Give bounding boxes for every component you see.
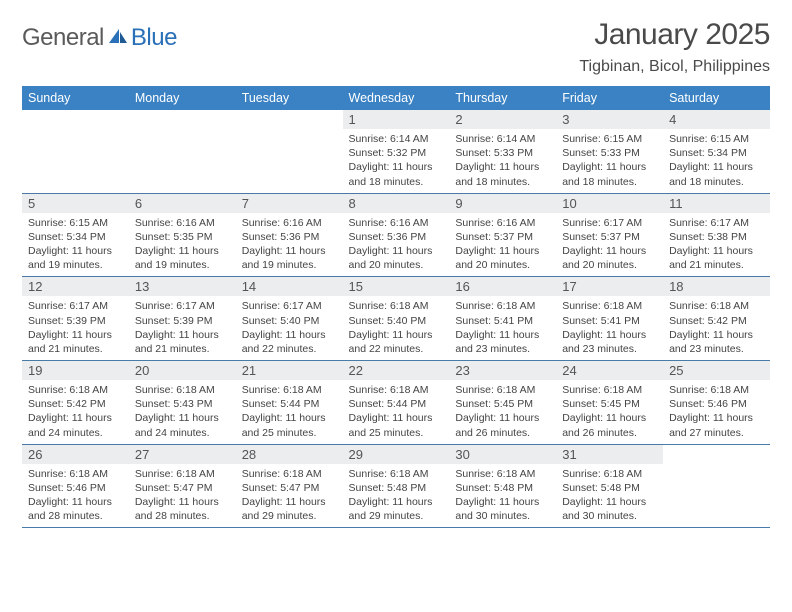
day-number-row: 567891011: [22, 193, 770, 213]
weekday-header: Monday: [129, 86, 236, 110]
weekday-header: Wednesday: [343, 86, 450, 110]
day-number-cell: 11: [663, 193, 770, 213]
day-content-cell: Sunrise: 6:18 AMSunset: 5:48 PMDaylight:…: [449, 464, 556, 528]
day-content-cell: Sunrise: 6:16 AMSunset: 5:37 PMDaylight:…: [449, 213, 556, 277]
day-number-cell: 18: [663, 277, 770, 297]
day-content-cell: Sunrise: 6:18 AMSunset: 5:45 PMDaylight:…: [556, 380, 663, 444]
day-content-cell: Sunrise: 6:18 AMSunset: 5:42 PMDaylight:…: [22, 380, 129, 444]
location-subtitle: Tigbinan, Bicol, Philippines: [579, 58, 770, 76]
day-number-cell: 20: [129, 361, 236, 381]
day-number-cell: 26: [22, 444, 129, 464]
day-content-cell: Sunrise: 6:14 AMSunset: 5:33 PMDaylight:…: [449, 129, 556, 193]
day-number-cell: [129, 110, 236, 129]
weekday-header: Thursday: [449, 86, 556, 110]
day-number-cell: 4: [663, 110, 770, 129]
weekday-header: Tuesday: [236, 86, 343, 110]
day-content-cell: Sunrise: 6:18 AMSunset: 5:41 PMDaylight:…: [449, 296, 556, 360]
day-content-cell: Sunrise: 6:18 AMSunset: 5:46 PMDaylight:…: [663, 380, 770, 444]
day-number-cell: 15: [343, 277, 450, 297]
day-content-cell: Sunrise: 6:18 AMSunset: 5:43 PMDaylight:…: [129, 380, 236, 444]
weekday-header: Saturday: [663, 86, 770, 110]
logo: General Blue: [22, 24, 177, 52]
day-number-row: 19202122232425: [22, 361, 770, 381]
day-content-cell: Sunrise: 6:18 AMSunset: 5:44 PMDaylight:…: [236, 380, 343, 444]
day-content-cell: Sunrise: 6:18 AMSunset: 5:42 PMDaylight:…: [663, 296, 770, 360]
day-number-cell: 25: [663, 361, 770, 381]
day-content-row: Sunrise: 6:17 AMSunset: 5:39 PMDaylight:…: [22, 296, 770, 360]
day-number-cell: 10: [556, 193, 663, 213]
day-number-cell: 30: [449, 444, 556, 464]
day-number-cell: 6: [129, 193, 236, 213]
day-number-cell: 8: [343, 193, 450, 213]
day-content-row: Sunrise: 6:18 AMSunset: 5:42 PMDaylight:…: [22, 380, 770, 444]
day-content-cell: [663, 464, 770, 528]
day-number-cell: 28: [236, 444, 343, 464]
day-number-cell: 24: [556, 361, 663, 381]
day-number-row: 1234: [22, 110, 770, 129]
day-content-row: Sunrise: 6:18 AMSunset: 5:46 PMDaylight:…: [22, 464, 770, 528]
day-content-cell: Sunrise: 6:18 AMSunset: 5:40 PMDaylight:…: [343, 296, 450, 360]
day-content-cell: Sunrise: 6:16 AMSunset: 5:36 PMDaylight:…: [343, 213, 450, 277]
title-block: January 2025 Tigbinan, Bicol, Philippine…: [579, 18, 770, 76]
day-number-row: 12131415161718: [22, 277, 770, 297]
day-content-cell: Sunrise: 6:17 AMSunset: 5:39 PMDaylight:…: [129, 296, 236, 360]
day-content-cell: [22, 129, 129, 193]
day-number-cell: 21: [236, 361, 343, 381]
day-content-cell: Sunrise: 6:18 AMSunset: 5:47 PMDaylight:…: [129, 464, 236, 528]
day-number-cell: 12: [22, 277, 129, 297]
day-content-cell: Sunrise: 6:18 AMSunset: 5:48 PMDaylight:…: [343, 464, 450, 528]
weekday-header: Sunday: [22, 86, 129, 110]
day-content-cell: Sunrise: 6:15 AMSunset: 5:33 PMDaylight:…: [556, 129, 663, 193]
day-content-cell: Sunrise: 6:17 AMSunset: 5:40 PMDaylight:…: [236, 296, 343, 360]
day-number-cell: 22: [343, 361, 450, 381]
day-number-cell: 27: [129, 444, 236, 464]
weekday-header-row: Sunday Monday Tuesday Wednesday Thursday…: [22, 86, 770, 110]
day-content-cell: Sunrise: 6:18 AMSunset: 5:45 PMDaylight:…: [449, 380, 556, 444]
day-number-cell: 23: [449, 361, 556, 381]
day-content-cell: Sunrise: 6:16 AMSunset: 5:35 PMDaylight:…: [129, 213, 236, 277]
calendar-table: Sunday Monday Tuesday Wednesday Thursday…: [22, 86, 770, 528]
day-content-row: Sunrise: 6:15 AMSunset: 5:34 PMDaylight:…: [22, 213, 770, 277]
day-content-cell: Sunrise: 6:15 AMSunset: 5:34 PMDaylight:…: [22, 213, 129, 277]
day-content-cell: Sunrise: 6:15 AMSunset: 5:34 PMDaylight:…: [663, 129, 770, 193]
day-number-cell: 7: [236, 193, 343, 213]
day-number-cell: 5: [22, 193, 129, 213]
day-content-cell: Sunrise: 6:17 AMSunset: 5:38 PMDaylight:…: [663, 213, 770, 277]
day-number-row: 262728293031: [22, 444, 770, 464]
day-content-cell: Sunrise: 6:14 AMSunset: 5:32 PMDaylight:…: [343, 129, 450, 193]
logo-text-general: General: [22, 24, 104, 52]
day-number-cell: 3: [556, 110, 663, 129]
day-number-cell: 1: [343, 110, 450, 129]
day-number-cell: [236, 110, 343, 129]
day-number-cell: 16: [449, 277, 556, 297]
day-content-cell: Sunrise: 6:18 AMSunset: 5:41 PMDaylight:…: [556, 296, 663, 360]
day-content-cell: Sunrise: 6:17 AMSunset: 5:39 PMDaylight:…: [22, 296, 129, 360]
day-content-cell: Sunrise: 6:18 AMSunset: 5:48 PMDaylight:…: [556, 464, 663, 528]
day-number-cell: 9: [449, 193, 556, 213]
weekday-header: Friday: [556, 86, 663, 110]
day-number-cell: 2: [449, 110, 556, 129]
day-number-cell: [22, 110, 129, 129]
page-title: January 2025: [579, 18, 770, 52]
day-content-cell: Sunrise: 6:18 AMSunset: 5:44 PMDaylight:…: [343, 380, 450, 444]
day-content-cell: Sunrise: 6:18 AMSunset: 5:47 PMDaylight:…: [236, 464, 343, 528]
day-content-cell: [129, 129, 236, 193]
day-content-cell: Sunrise: 6:18 AMSunset: 5:46 PMDaylight:…: [22, 464, 129, 528]
day-number-cell: 17: [556, 277, 663, 297]
day-number-cell: 13: [129, 277, 236, 297]
day-content-cell: Sunrise: 6:17 AMSunset: 5:37 PMDaylight:…: [556, 213, 663, 277]
day-content-cell: Sunrise: 6:16 AMSunset: 5:36 PMDaylight:…: [236, 213, 343, 277]
day-number-cell: [663, 444, 770, 464]
logo-sail-icon: [107, 27, 129, 45]
day-number-cell: 31: [556, 444, 663, 464]
day-content-cell: [236, 129, 343, 193]
day-number-cell: 29: [343, 444, 450, 464]
day-number-cell: 19: [22, 361, 129, 381]
header: General Blue January 2025 Tigbinan, Bico…: [22, 18, 770, 76]
day-number-cell: 14: [236, 277, 343, 297]
logo-text-blue: Blue: [131, 24, 177, 52]
day-content-row: Sunrise: 6:14 AMSunset: 5:32 PMDaylight:…: [22, 129, 770, 193]
